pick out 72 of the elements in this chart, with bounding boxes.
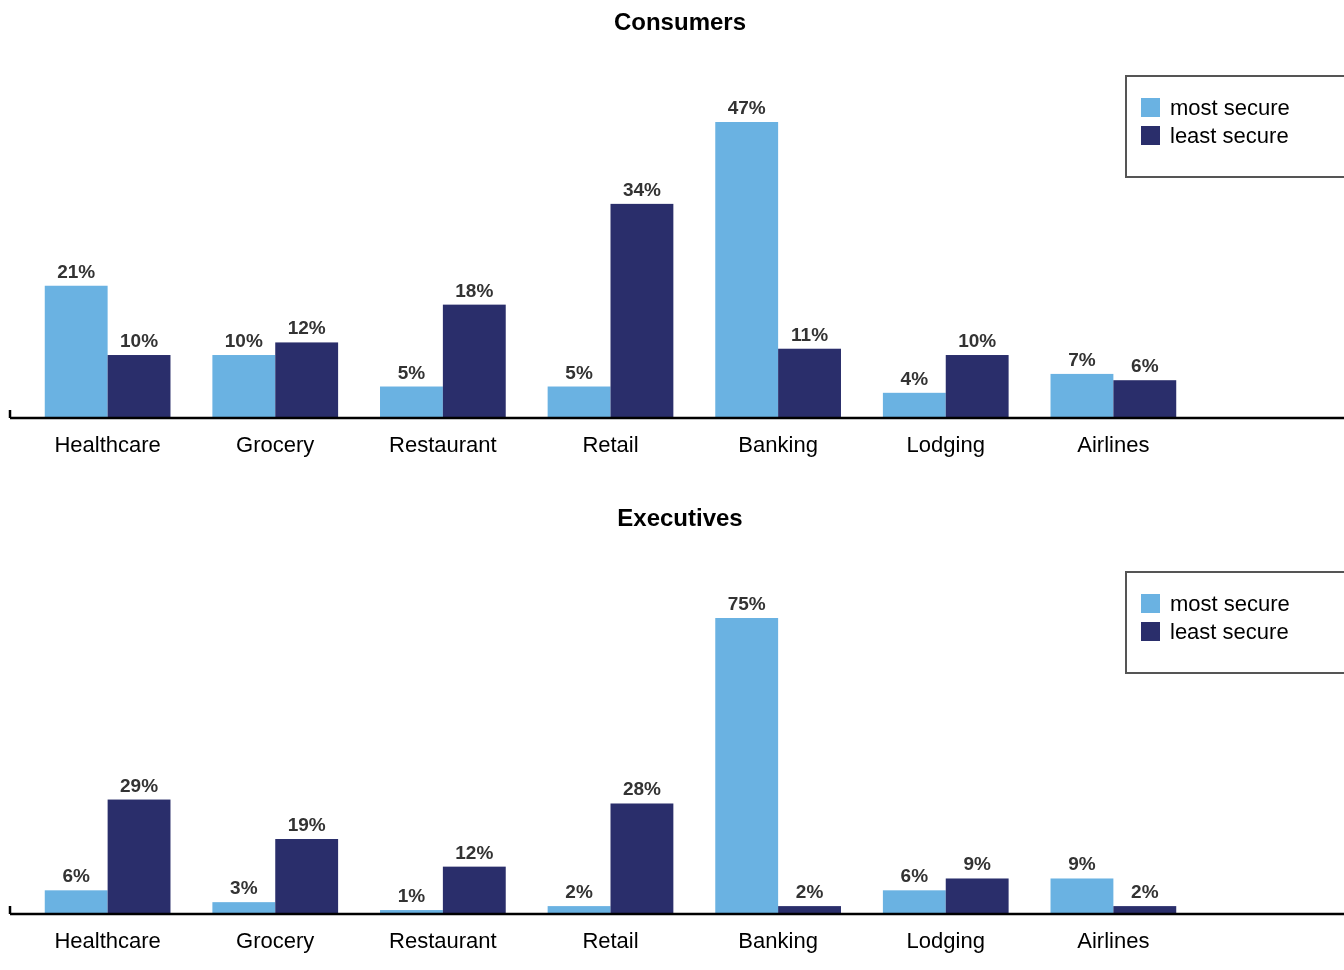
data-label: 2% bbox=[1131, 881, 1159, 903]
data-label: 1% bbox=[397, 885, 426, 907]
x-tick-label: Grocery bbox=[236, 928, 315, 953]
data-label: 18% bbox=[455, 279, 494, 301]
x-tick-label: Banking bbox=[738, 928, 818, 953]
x-tick-label: Retail bbox=[582, 928, 639, 953]
x-tick-label: Grocery bbox=[236, 432, 315, 457]
data-label: 12% bbox=[455, 841, 494, 863]
legend-label: least secure bbox=[1170, 619, 1289, 644]
bar bbox=[610, 803, 674, 914]
data-label: 7% bbox=[1068, 348, 1096, 370]
bar bbox=[882, 392, 946, 418]
bar bbox=[547, 386, 611, 418]
data-label: 6% bbox=[62, 865, 91, 887]
bar bbox=[715, 618, 779, 914]
bar bbox=[212, 902, 276, 914]
bar bbox=[212, 355, 276, 418]
bar bbox=[945, 878, 1009, 914]
data-label: 12% bbox=[287, 317, 326, 339]
bar bbox=[442, 304, 506, 418]
bar bbox=[107, 355, 171, 418]
data-label: 10% bbox=[958, 330, 997, 352]
bar bbox=[442, 866, 506, 914]
x-tick-label: Lodging bbox=[906, 432, 985, 457]
data-label: 10% bbox=[120, 330, 159, 352]
data-label: 34% bbox=[622, 178, 662, 200]
data-label: 2% bbox=[565, 881, 593, 903]
data-label: 28% bbox=[622, 778, 662, 800]
bar bbox=[882, 890, 946, 914]
data-label: 29% bbox=[120, 774, 159, 796]
bar bbox=[715, 122, 779, 418]
x-tick-label: Restaurant bbox=[389, 432, 497, 457]
data-label: 11% bbox=[791, 323, 829, 345]
data-label: 5% bbox=[397, 361, 426, 383]
chart-title: Executives bbox=[617, 504, 743, 531]
bar bbox=[380, 386, 443, 418]
chart-title: Consumers bbox=[613, 8, 747, 35]
data-label: 6% bbox=[900, 865, 929, 887]
data-label: 5% bbox=[565, 361, 593, 383]
legend-label: most secure bbox=[1170, 591, 1290, 616]
bar bbox=[1050, 373, 1114, 418]
bar bbox=[778, 348, 841, 418]
bar bbox=[44, 890, 108, 914]
x-tick-label: Airlines bbox=[1077, 928, 1150, 953]
bar bbox=[44, 285, 108, 418]
data-label: 3% bbox=[230, 877, 258, 899]
bar bbox=[1050, 878, 1114, 914]
bar bbox=[107, 799, 171, 914]
x-tick-label: Healthcare bbox=[54, 432, 161, 457]
x-tick-label: Restaurant bbox=[389, 928, 497, 953]
bar bbox=[945, 355, 1009, 418]
x-tick-label: Airlines bbox=[1077, 432, 1150, 457]
x-tick-label: Banking bbox=[738, 432, 818, 457]
bar bbox=[275, 839, 339, 914]
data-label: 19% bbox=[287, 814, 326, 836]
legend-label: least secure bbox=[1170, 123, 1289, 148]
data-label: 4% bbox=[900, 367, 929, 389]
data-label: 9% bbox=[963, 853, 992, 875]
legend-label: most secure bbox=[1170, 95, 1290, 120]
bar bbox=[1113, 380, 1177, 418]
data-label: 75% bbox=[727, 593, 766, 614]
data-label: 21% bbox=[57, 260, 96, 282]
data-label: 47% bbox=[727, 97, 766, 118]
x-tick-label: Healthcare bbox=[54, 928, 161, 953]
bar bbox=[610, 203, 674, 418]
data-label: 10% bbox=[224, 330, 263, 352]
x-tick-label: Lodging bbox=[906, 928, 985, 953]
data-label: 6% bbox=[1131, 355, 1159, 377]
x-tick-label: Retail bbox=[582, 432, 639, 457]
bar bbox=[275, 342, 339, 418]
data-label: 9% bbox=[1068, 853, 1096, 875]
data-label: 2% bbox=[795, 881, 824, 903]
